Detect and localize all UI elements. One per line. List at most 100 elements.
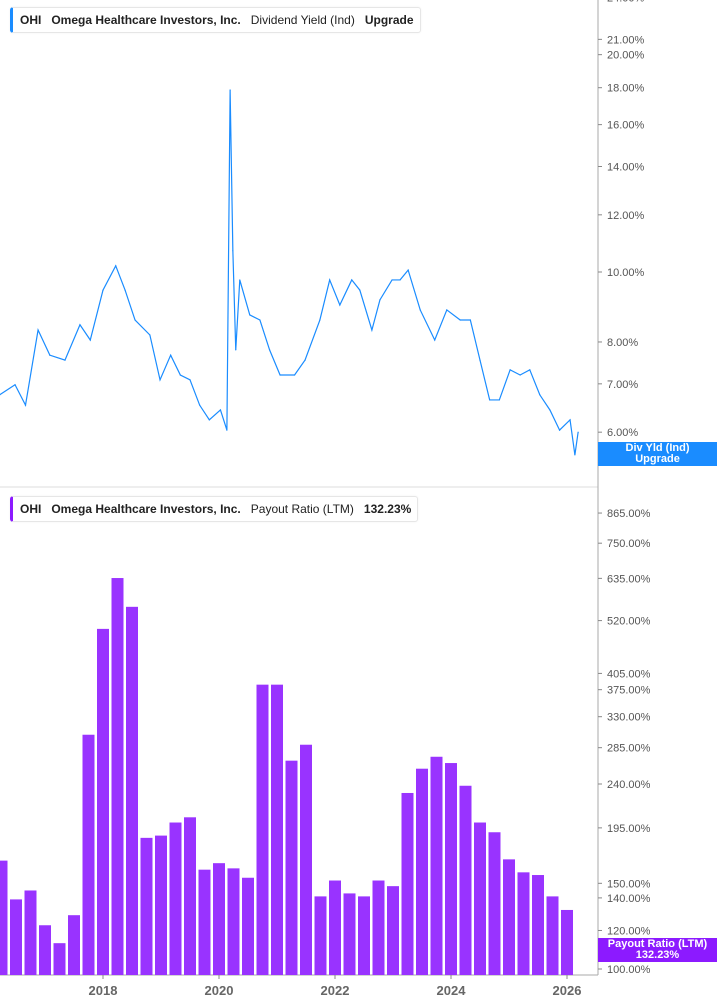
- y-tick-label: 6.00%: [607, 427, 638, 439]
- data-point: [293, 374, 296, 376]
- payout-bar: [401, 792, 414, 975]
- data-point: [569, 419, 571, 421]
- badge-label: Div Yld (Ind): [625, 442, 690, 454]
- data-point: [199, 404, 201, 406]
- y-tick-label: 120.00%: [607, 925, 651, 937]
- data-point: [134, 319, 136, 321]
- payout-bar: [0, 860, 8, 975]
- data-point: [24, 404, 27, 406]
- payout-bar: [459, 785, 472, 975]
- data-point: [232, 250, 234, 252]
- data-point: [279, 374, 281, 376]
- data-point: [239, 279, 241, 281]
- badge-value: Upgrade: [635, 453, 680, 465]
- payout-bar: [358, 896, 370, 975]
- y-tick-label: 330.00%: [607, 712, 651, 724]
- payout-bar: [387, 886, 399, 975]
- payout-bar: [271, 684, 283, 975]
- payout-bar: [517, 872, 530, 975]
- data-point: [259, 319, 261, 321]
- payout-bar: [53, 943, 66, 975]
- data-point: [459, 319, 461, 321]
- data-point: [399, 279, 401, 281]
- payout-bar: [343, 893, 356, 975]
- payout-ratio-legend[interactable]: OHI Omega Healthcare Investors, Inc. Pay…: [10, 496, 419, 522]
- payout-bar: [314, 896, 327, 975]
- data-point: [391, 279, 393, 281]
- payout-bar: [416, 768, 428, 975]
- dividend-yield-line: [0, 89, 579, 456]
- data-point: [407, 269, 409, 271]
- x-tick-label: 2022: [321, 983, 350, 998]
- data-point: [539, 394, 541, 396]
- payout-bar: [372, 880, 385, 975]
- payout-bar: [546, 896, 559, 975]
- y-tick-label: 140.00%: [607, 893, 651, 905]
- data-point: [124, 289, 126, 291]
- payout-bar: [126, 606, 138, 975]
- y-tick-label: 12.00%: [607, 210, 645, 222]
- data-point: [359, 289, 361, 291]
- payout-bar: [198, 869, 211, 975]
- metric-name: Dividend Yield (Ind): [250, 13, 355, 27]
- data-point: [149, 334, 151, 336]
- y-tick-label: 24.00%: [607, 0, 645, 4]
- data-point: [219, 409, 222, 411]
- current-value: 132.23%: [363, 502, 412, 516]
- data-point: [235, 349, 237, 351]
- payout-ratio-badge: Payout Ratio (LTM) 132.23%: [598, 938, 717, 962]
- dividend-yield-legend[interactable]: OHI Omega Healthcare Investors, Inc. Div…: [10, 7, 421, 33]
- data-point: [339, 304, 341, 306]
- payout-bar: [68, 915, 80, 975]
- data-point: [229, 89, 231, 91]
- data-point: [304, 359, 306, 361]
- payout-bar: [140, 837, 153, 975]
- data-point: [14, 384, 16, 386]
- payout-bar: [256, 684, 269, 975]
- y-tick-label: 240.00%: [607, 779, 651, 791]
- dividend-yield-badge: Div Yld (Ind) Upgrade: [598, 442, 717, 466]
- data-point: [329, 279, 331, 281]
- x-tick-label: 2018: [89, 983, 118, 998]
- y-tick-label: 750.00%: [607, 538, 651, 550]
- payout-bar: [155, 835, 167, 975]
- y-tick-label: 18.00%: [607, 83, 645, 95]
- payout-bar: [39, 925, 51, 975]
- x-tick-label: 2026: [553, 983, 582, 998]
- payout-bar: [227, 868, 240, 975]
- x-tick-label: 2024: [437, 983, 467, 998]
- y-tick-label: 20.00%: [607, 50, 645, 62]
- payout-bar: [285, 760, 298, 975]
- data-point: [249, 314, 251, 316]
- payout-bar: [242, 877, 254, 975]
- y-tick-label: 150.00%: [607, 878, 651, 890]
- data-point: [79, 324, 81, 326]
- payout-bar: [213, 863, 225, 975]
- y-tick-label: 14.00%: [607, 161, 645, 173]
- data-point: [89, 339, 91, 341]
- payout-bar: [430, 756, 443, 975]
- y-tick-label: 8.00%: [607, 337, 638, 349]
- y-tick-label: 10.00%: [607, 267, 645, 279]
- y-tick-label: 16.00%: [607, 120, 645, 132]
- data-point: [549, 409, 551, 411]
- data-point: [37, 329, 39, 331]
- payout-bar: [300, 744, 312, 975]
- data-point: [574, 454, 576, 456]
- metric-name: Payout Ratio (LTM): [250, 502, 354, 516]
- y-tick-label: 285.00%: [607, 743, 651, 755]
- data-point: [498, 399, 500, 401]
- data-point: [434, 339, 436, 341]
- data-point: [102, 289, 104, 291]
- data-point: [529, 369, 531, 371]
- data-point: [319, 319, 321, 321]
- company-name: Omega Healthcare Investors, Inc.: [51, 502, 241, 516]
- data-point: [479, 359, 481, 361]
- payout-bar: [97, 628, 109, 975]
- y-tick-label: 195.00%: [607, 823, 651, 835]
- y-tick-label: 21.00%: [607, 34, 645, 46]
- data-point: [371, 329, 373, 331]
- data-point: [49, 354, 51, 356]
- upgrade-link[interactable]: Upgrade: [364, 13, 414, 27]
- ticker: OHI: [20, 13, 42, 27]
